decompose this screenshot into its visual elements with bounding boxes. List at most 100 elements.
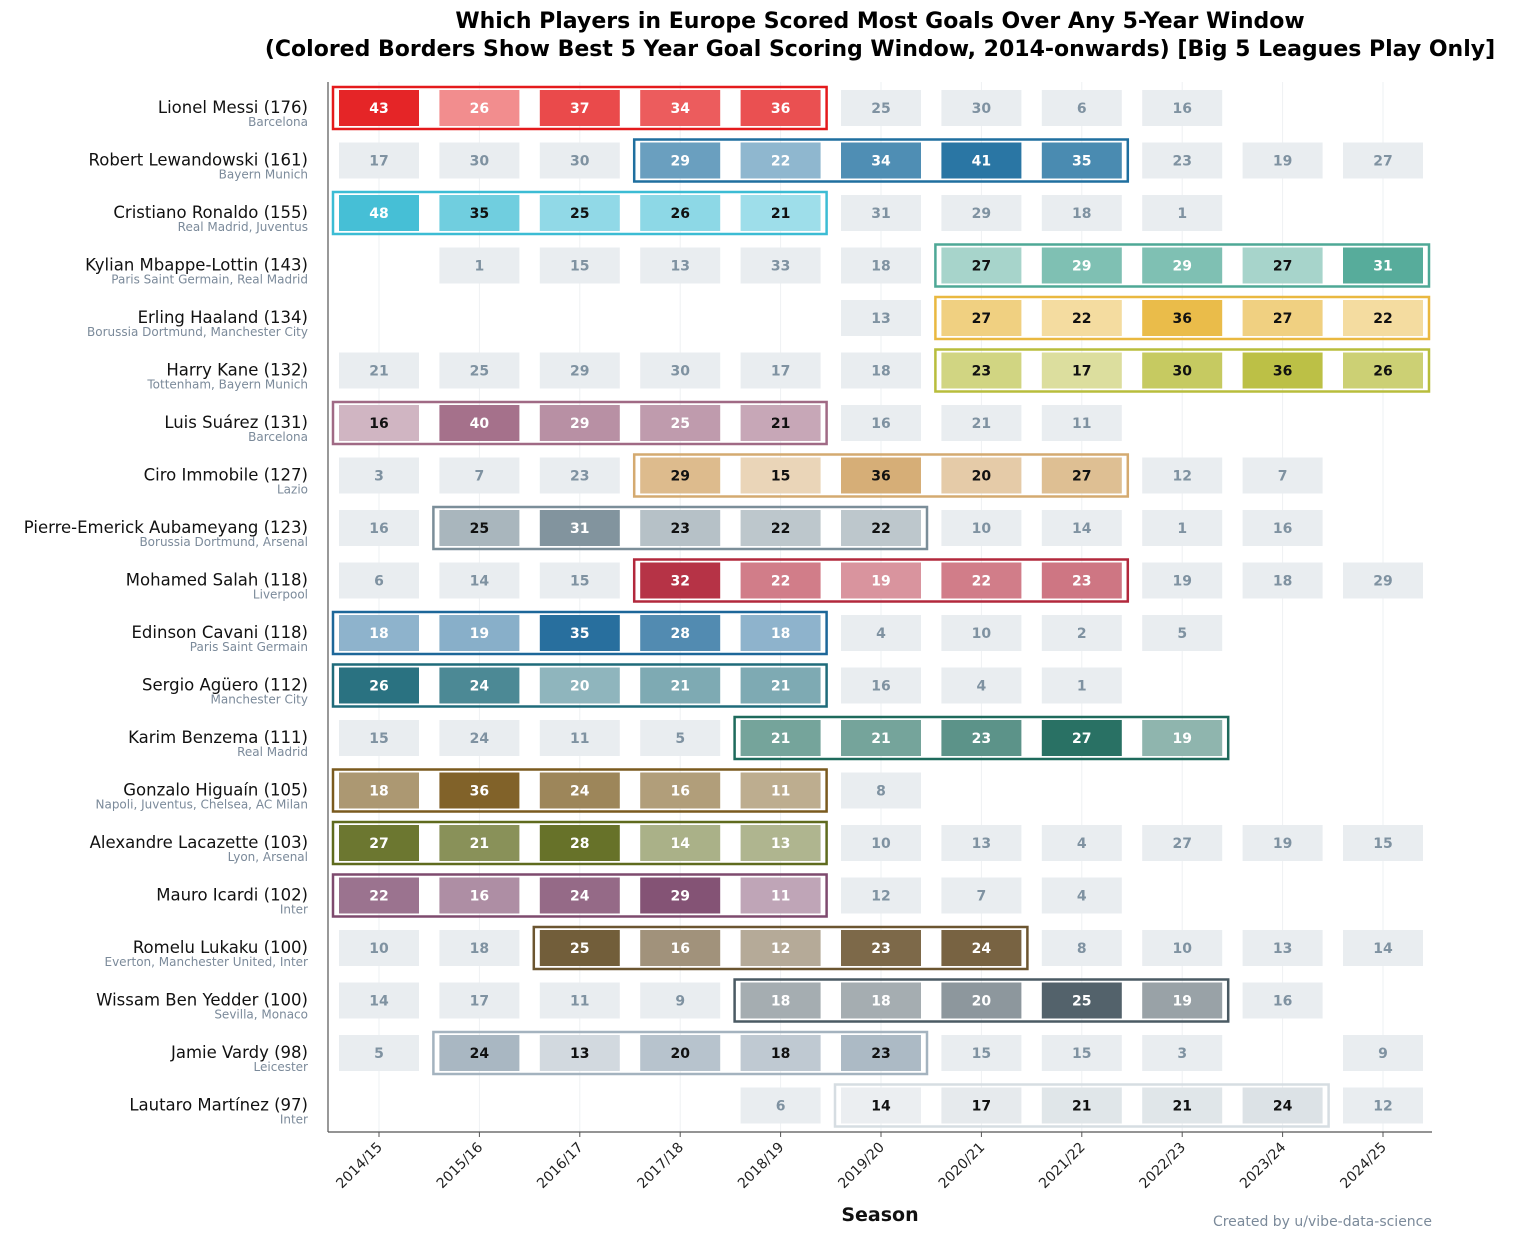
goal-cell (941, 720, 1022, 756)
goal-cell (1343, 142, 1423, 179)
goal-value: 13 (570, 1046, 589, 1062)
goal-cell (640, 720, 721, 756)
goal-value: 29 (670, 889, 689, 905)
goal-value: 7 (977, 889, 987, 905)
goal-value: 4 (876, 626, 886, 642)
chart-title: Which Players in Europe Scored Most Goal… (455, 9, 1304, 34)
goal-value: 11 (1072, 416, 1091, 432)
goal-value: 26 (369, 679, 388, 695)
goal-cell (339, 510, 419, 546)
player-clubs: Bayern Munich (219, 168, 308, 182)
goal-value: 30 (1172, 364, 1192, 380)
best-window-border (733, 715, 1230, 761)
goal-value: 41 (972, 154, 991, 170)
goal-cell (1142, 1087, 1223, 1124)
goal-cell (1142, 300, 1223, 336)
goal-cell (740, 457, 821, 494)
player-clubs: Barcelona (248, 115, 308, 129)
goal-value: 23 (1172, 154, 1191, 170)
player-name: Mohamed Salah (118) (126, 571, 308, 590)
goal-value: 1 (1177, 521, 1187, 537)
goal-cell (539, 195, 620, 231)
goal-value: 16 (1172, 101, 1191, 117)
goal-cell (1242, 562, 1323, 599)
goal-value: 29 (570, 416, 589, 432)
goal-cell (740, 1035, 821, 1071)
goal-cell (539, 352, 620, 389)
goal-value: 26 (470, 101, 489, 117)
goal-cell (1142, 1035, 1223, 1071)
goal-value: 15 (369, 731, 388, 747)
goal-value: 21 (871, 731, 890, 747)
goal-value: 15 (771, 469, 790, 485)
goal-cell (941, 247, 1022, 284)
goal-value: 29 (1172, 259, 1191, 275)
goal-value: 15 (1373, 836, 1392, 852)
goal-cell (1242, 142, 1323, 179)
goal-value: 13 (670, 259, 689, 275)
goal-value: 28 (670, 626, 689, 642)
player-name: Luis Suárez (131) (164, 413, 308, 432)
goal-value: 31 (570, 521, 589, 537)
goal-cell (1343, 300, 1423, 336)
goal-value: 18 (1072, 206, 1091, 222)
goal-value: 23 (972, 364, 991, 380)
goal-value: 21 (369, 364, 388, 380)
goal-value: 13 (1273, 941, 1292, 957)
goal-cell (1041, 142, 1122, 179)
player-clubs: Liverpool (253, 588, 308, 602)
goal-cell (1041, 457, 1122, 494)
goal-value: 2 (1077, 626, 1087, 642)
goal-cell (1041, 562, 1122, 599)
goal-cell (941, 405, 1022, 441)
goal-value: 24 (570, 889, 590, 905)
goal-cell (1242, 457, 1323, 494)
goal-cell (1242, 1087, 1323, 1124)
goal-value: 27 (1172, 836, 1191, 852)
goal-cell (841, 247, 921, 284)
goal-cell (539, 405, 620, 441)
goal-value: 21 (470, 836, 489, 852)
goal-value: 27 (1273, 259, 1292, 275)
goal-value: 20 (972, 994, 992, 1010)
goal-value: 25 (1072, 994, 1091, 1010)
x-axis-title: Season (841, 1204, 918, 1226)
goal-value: 21 (1172, 1099, 1191, 1115)
goal-cell (640, 142, 721, 179)
goal-value: 37 (570, 101, 589, 117)
goal-value: 25 (470, 364, 489, 380)
goal-cell (1142, 720, 1223, 756)
goal-value: 16 (1273, 994, 1292, 1010)
player-clubs: Inter (280, 1113, 308, 1127)
goal-value: 43 (369, 101, 388, 117)
best-window-border (331, 768, 828, 813)
player-clubs: Barcelona (248, 430, 308, 444)
goal-cell (1041, 90, 1122, 126)
goal-cell (1242, 247, 1323, 284)
goal-value: 19 (1273, 836, 1292, 852)
goal-cell (640, 825, 721, 861)
goal-cell (339, 352, 419, 389)
goal-cell (841, 352, 921, 389)
goal-cell (539, 615, 620, 651)
goal-value: 11 (570, 994, 589, 1010)
best-window-border (532, 925, 1029, 971)
goal-cell (740, 877, 821, 914)
goal-cell (539, 877, 620, 914)
goal-value: 24 (470, 679, 490, 695)
goal-value: 19 (1172, 994, 1191, 1010)
goal-cell (1041, 615, 1122, 651)
goal-cell (1343, 562, 1423, 599)
goal-value: 7 (1278, 469, 1288, 485)
goal-cell (941, 142, 1022, 179)
goal-value: 10 (369, 941, 389, 957)
goal-value: 8 (876, 784, 886, 800)
goal-cell (740, 772, 821, 809)
goal-value: 27 (1072, 469, 1091, 485)
player-clubs: Tottenham, Bayern Munich (146, 378, 308, 392)
credit-text: Created by u/vibe-data-science (1213, 1214, 1432, 1230)
player-name: Wissam Ben Yedder (100) (96, 991, 308, 1010)
goal-value: 27 (972, 311, 991, 327)
goal-value: 25 (670, 416, 689, 432)
